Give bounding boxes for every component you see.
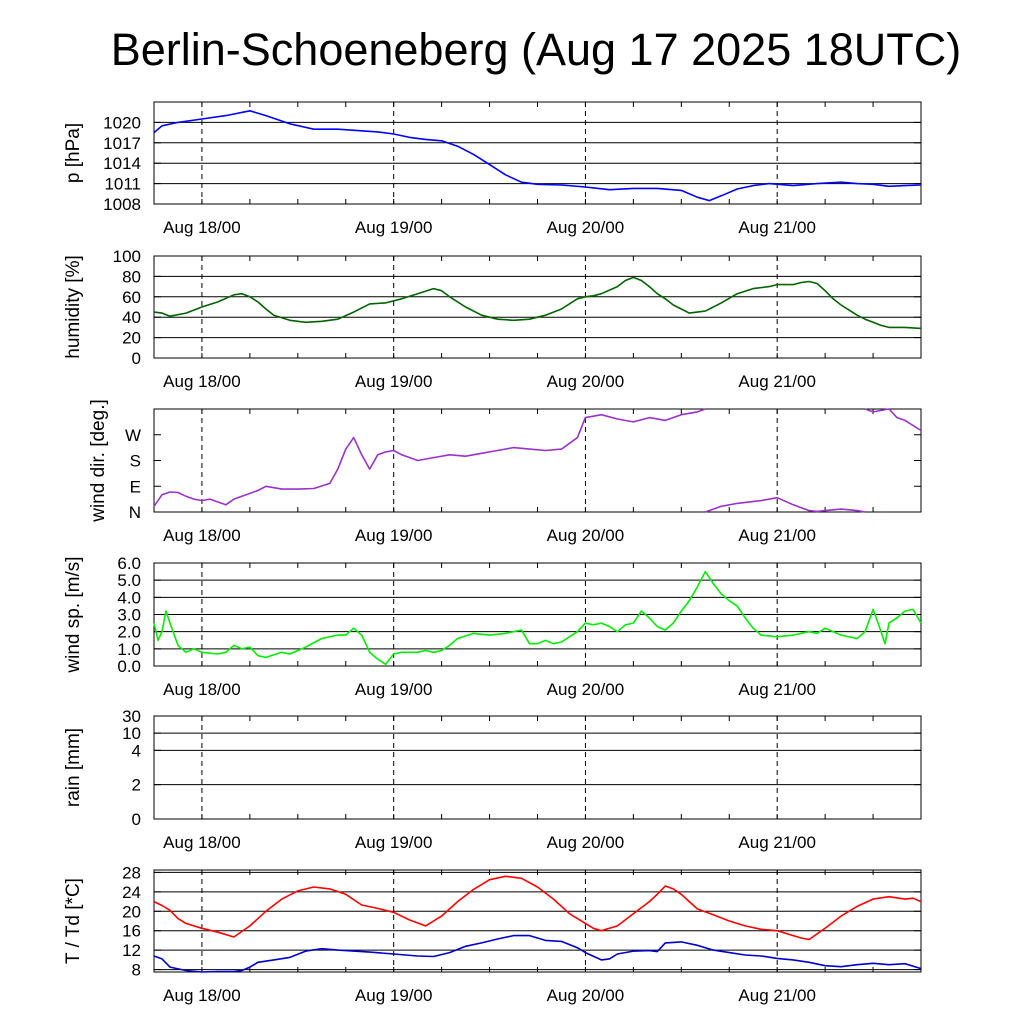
- x-tick-label: Aug 19/00: [355, 526, 433, 545]
- x-tick-label: Aug 20/00: [547, 218, 625, 237]
- x-tick-label: Aug 21/00: [738, 372, 816, 391]
- x-tick-label: Aug 19/00: [355, 680, 433, 699]
- y-tick-label: 1.0: [117, 640, 141, 659]
- x-tick-label: Aug 21/00: [738, 526, 816, 545]
- x-tick-label: Aug 20/00: [547, 833, 625, 852]
- y-tick-label: 1020: [103, 113, 141, 132]
- y-tick-label: 10: [122, 724, 141, 743]
- chart-title: Berlin-Schoeneberg (Aug 17 2025 18UTC): [110, 24, 962, 75]
- y-axis-label: T / Td [*C]: [63, 878, 84, 964]
- y-tick-label: 40: [122, 308, 141, 327]
- panel-frame: [153, 869, 922, 973]
- y-tick-label: 0: [132, 810, 141, 829]
- panel-frame: [153, 255, 922, 359]
- y-tick-label: 1011: [104, 175, 141, 194]
- series-line-wind_direction-2: [864, 408, 922, 432]
- y-tick-label: S: [130, 452, 141, 471]
- y-tick-label: 20: [122, 902, 141, 921]
- x-tick-label: Aug 20/00: [547, 526, 625, 545]
- series-line-temperature-Td: [153, 934, 922, 973]
- y-tick-label: 5.0: [117, 571, 141, 590]
- y-axis-label: wind sp. [m/s]: [63, 556, 84, 673]
- y-tick-label: 2.0: [117, 623, 141, 642]
- y-tick-label: 0.0: [117, 657, 141, 676]
- y-tick-label: W: [125, 426, 141, 445]
- y-tick-label: 6.0: [117, 554, 141, 573]
- y-tick-label: N: [129, 503, 141, 522]
- y-tick-label: 12: [122, 941, 141, 960]
- y-tick-label: 24: [122, 883, 141, 902]
- x-tick-label: Aug 18/00: [163, 372, 241, 391]
- series-line-wind_direction-1: [705, 496, 866, 513]
- x-tick-label: Aug 18/00: [163, 986, 241, 1005]
- x-tick-label: Aug 19/00: [355, 218, 433, 237]
- x-tick-label: Aug 20/00: [547, 680, 625, 699]
- y-tick-label: 1008: [103, 195, 141, 214]
- y-tick-label: 1017: [103, 134, 141, 153]
- y-axis-label: humidity [%]: [63, 255, 84, 358]
- y-axis-label: rain [mm]: [63, 728, 84, 807]
- x-tick-label: Aug 20/00: [547, 372, 625, 391]
- y-tick-label: E: [130, 477, 141, 496]
- series-line-pressure-0: [153, 110, 922, 202]
- y-tick-label: 0: [132, 349, 141, 368]
- x-tick-label: Aug 18/00: [163, 833, 241, 852]
- y-tick-label: 2: [132, 776, 141, 795]
- series-line-temperature-T: [153, 875, 922, 941]
- panel-frame: [153, 408, 922, 513]
- y-tick-label: 4.0: [117, 588, 141, 607]
- y-tick-label: 3.0: [117, 606, 141, 625]
- x-tick-label: Aug 19/00: [355, 372, 433, 391]
- x-tick-label: Aug 21/00: [738, 986, 816, 1005]
- panel-wind_speed: 0.01.02.03.04.05.06.0 wind sp. [m/s] Aug 1…: [63, 554, 922, 699]
- series-line-wind_speed-0: [153, 570, 922, 666]
- x-tick-label: Aug 18/00: [163, 680, 241, 699]
- series-line-wind_direction-0: [153, 408, 706, 507]
- y-tick-label: 8: [132, 961, 141, 980]
- y-tick-label: 30: [122, 707, 141, 726]
- y-tick-label: 60: [122, 288, 141, 307]
- y-tick-label: 20: [122, 329, 141, 348]
- panel-frame: [153, 715, 922, 820]
- x-tick-label: Aug 21/00: [738, 833, 816, 852]
- x-tick-label: Aug 19/00: [355, 986, 433, 1005]
- y-axis-label: p [hPa]: [63, 123, 84, 183]
- x-tick-label: Aug 18/00: [163, 218, 241, 237]
- y-tick-label: 28: [122, 863, 141, 882]
- y-tick-label: 16: [122, 922, 141, 941]
- y-tick-label: 4: [132, 741, 141, 760]
- x-tick-label: Aug 21/00: [738, 218, 816, 237]
- series-line-humidity-0: [153, 276, 922, 330]
- x-tick-label: Aug 19/00: [355, 833, 433, 852]
- y-tick-label: 1014: [103, 154, 141, 173]
- x-tick-label: Aug 20/00: [547, 986, 625, 1005]
- y-tick-label: 100: [113, 247, 141, 266]
- x-tick-label: Aug 18/00: [163, 526, 241, 545]
- y-tick-label: 80: [122, 267, 141, 286]
- y-axis-label: wind dir. [deg.]: [88, 399, 109, 523]
- x-tick-label: Aug 21/00: [738, 680, 816, 699]
